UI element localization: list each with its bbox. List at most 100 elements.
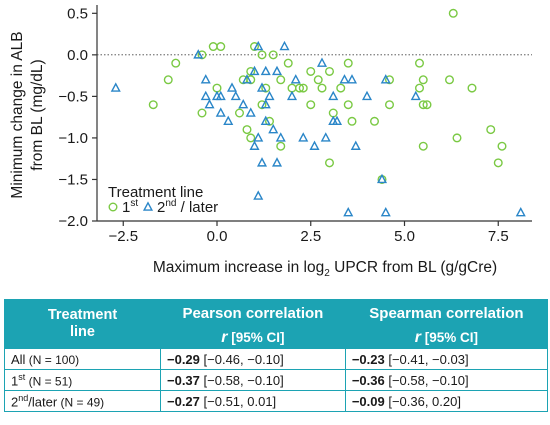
first-line-point xyxy=(148,100,158,110)
later-line-point xyxy=(260,115,271,126)
later-line-point xyxy=(331,115,343,126)
first-line-point xyxy=(418,141,428,151)
x-tick-label: 2.5 xyxy=(300,228,321,245)
r-symbol: r xyxy=(221,329,228,346)
later-line-point xyxy=(320,132,331,142)
first-line-point xyxy=(317,83,327,93)
x-tick-label: 5.0 xyxy=(394,228,415,245)
pearson-subheader: r [95% CI] xyxy=(160,327,346,349)
spearman-subheader: r [95% CI] xyxy=(344,327,549,349)
first-line-point xyxy=(343,100,353,110)
first-line-point xyxy=(163,75,173,85)
later-line-point xyxy=(380,207,391,217)
later-line-point xyxy=(241,74,253,84)
later-line-point xyxy=(215,107,226,117)
spearman-cell: −0.09 [−0.36, 0.20] xyxy=(344,390,549,412)
later-line-point xyxy=(316,57,328,67)
x-tick-label: 7.5 xyxy=(488,228,509,245)
first-line-point xyxy=(249,42,259,52)
legend-title: Treatment line xyxy=(108,184,203,201)
first-line-point xyxy=(246,66,256,76)
later-line-point xyxy=(223,115,234,126)
later-line-point xyxy=(309,140,320,150)
later-line-point xyxy=(253,40,264,51)
later-line-point xyxy=(260,65,271,76)
data-points xyxy=(110,8,526,217)
first-line-point xyxy=(385,75,395,85)
spearman-cell: −0.36 [−0.58, −0.10] xyxy=(344,369,549,391)
first-line-point xyxy=(493,158,503,168)
first-line-point xyxy=(276,141,286,151)
r-symbol: r xyxy=(414,329,422,346)
first-line-point xyxy=(347,116,357,126)
treatment-line-cell: All (N = 100) xyxy=(4,348,161,370)
later-line-point xyxy=(376,173,388,184)
treatment-line-cell: 1st (N = 51) xyxy=(4,369,161,391)
first-line-point xyxy=(257,50,267,60)
later-line-point xyxy=(215,90,226,101)
first-line-point xyxy=(257,100,267,110)
first-line-point xyxy=(343,58,353,68)
first-line-point xyxy=(234,108,244,118)
correlation-table: Treatment line Pearson correlation Spear… xyxy=(4,299,549,412)
first-line-point xyxy=(197,50,207,60)
spearman-cell: −0.23 [−0.41, −0.03] xyxy=(344,348,549,370)
later-line-point xyxy=(200,74,211,84)
first-line-point xyxy=(422,100,432,110)
first-line-point xyxy=(265,116,275,126)
later-line-point xyxy=(253,132,264,142)
y-tick-label: −1.0 xyxy=(58,130,88,147)
first-line-point xyxy=(246,75,256,85)
later-line-point xyxy=(410,90,421,101)
x-axis-label: Maximum increase in log2 UPCR from BL (g… xyxy=(153,259,497,279)
later-line-point xyxy=(343,207,354,217)
first-line-point xyxy=(325,66,335,76)
y-tick-label: −2.0 xyxy=(58,213,88,230)
first-line-point xyxy=(467,83,477,93)
table-row: 1st (N = 51) −0.37 [−0.58, −0.10] −0.36 [−… xyxy=(4,369,549,391)
later-line-point xyxy=(268,123,279,134)
first-line-point xyxy=(246,133,256,143)
table-row: All (N = 100) −0.29 [−0.46, −0.10] −0.23 [… xyxy=(4,348,549,370)
later-line-point xyxy=(346,74,358,84)
later-line-point xyxy=(328,90,339,101)
later-line-point xyxy=(200,90,211,101)
later-line-point xyxy=(275,132,286,142)
later-line-point xyxy=(264,90,275,101)
y-tick-label: 0.0 xyxy=(67,47,88,64)
y-axis-label-line2: from BL (mg/dL) xyxy=(29,59,46,170)
y-axis-label-line1: Minimum change in ALB xyxy=(9,31,26,198)
y-tick-label: −1.5 xyxy=(58,171,88,188)
spearman-header: Spearman correlation xyxy=(344,299,549,328)
pearson-cell: −0.27 [−0.51, 0.01] xyxy=(160,390,346,412)
treatment-line-cell: 2nd/later (N = 49) xyxy=(4,390,161,412)
later-line-point xyxy=(253,190,264,200)
legend-later-line-marker xyxy=(142,201,154,211)
y-axis-label: Minimum change in ALB from BL (mg/dL) xyxy=(4,10,52,220)
later-line-point xyxy=(249,140,260,150)
later-line-point xyxy=(238,99,249,109)
x-tick-label: −2.5 xyxy=(108,228,138,245)
first-line-point xyxy=(306,66,316,76)
first-line-point xyxy=(325,158,335,168)
treatment-line-header: Treatment line xyxy=(4,299,161,349)
first-line-point xyxy=(385,100,395,110)
later-line-point xyxy=(245,107,256,117)
first-line-point xyxy=(268,50,278,60)
legend-later-line-label: 2nd / later xyxy=(157,198,218,216)
y-tick-label: 0.5 xyxy=(67,5,88,22)
first-line-point xyxy=(336,83,346,93)
first-line-point xyxy=(486,125,496,135)
first-line-point xyxy=(497,141,507,151)
later-line-point xyxy=(204,99,215,109)
pearson-cell: −0.29 [−0.46, −0.10] xyxy=(160,348,346,370)
first-line-point xyxy=(313,75,323,85)
first-line-point xyxy=(452,133,462,143)
later-line-point xyxy=(230,90,241,101)
treatment-line-header-line1: Treatment xyxy=(47,307,118,323)
first-line-point xyxy=(415,58,425,68)
legend-first-line-marker xyxy=(108,202,118,212)
pearson-cell: −0.37 [−0.58, −0.10] xyxy=(160,369,346,391)
ci-label: [95% CI] xyxy=(421,330,479,345)
